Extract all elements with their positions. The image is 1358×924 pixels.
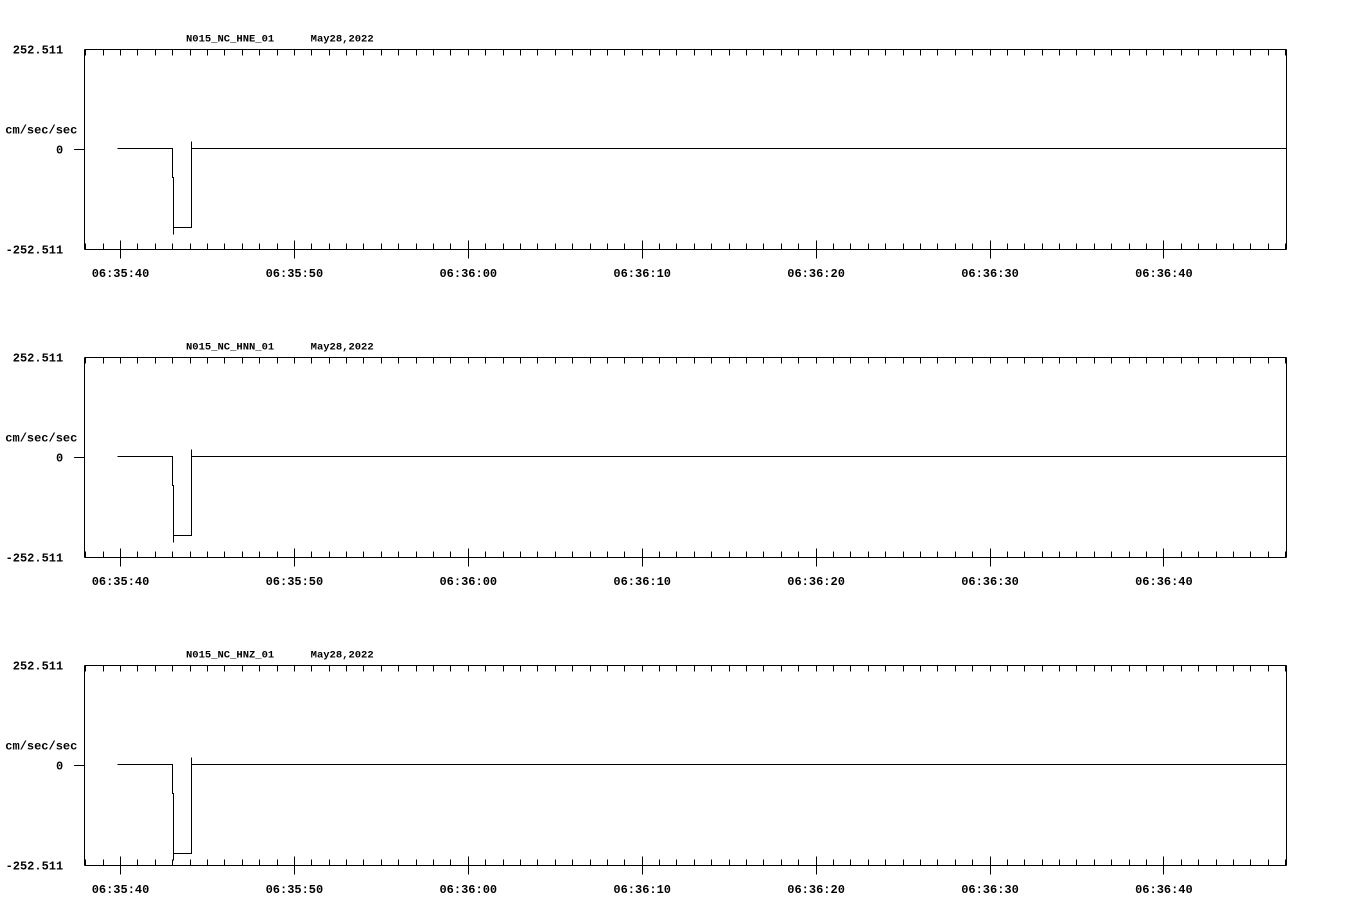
svg-text:252.511: 252.511 — [13, 352, 63, 366]
svg-text:06:36:20: 06:36:20 — [787, 883, 845, 897]
svg-text:06:36:30: 06:36:30 — [961, 575, 1019, 589]
svg-text:N015_NC_HNN_01: N015_NC_HNN_01 — [186, 342, 274, 354]
svg-text:06:36:40: 06:36:40 — [1135, 267, 1193, 281]
svg-text:06:35:40: 06:35:40 — [92, 883, 150, 897]
svg-text:N015_NC_HNZ_01: N015_NC_HNZ_01 — [186, 650, 274, 662]
svg-text:0: 0 — [56, 144, 63, 158]
svg-text:06:36:30: 06:36:30 — [961, 267, 1019, 281]
svg-text:06:36:00: 06:36:00 — [439, 267, 497, 281]
svg-text:06:36:10: 06:36:10 — [613, 575, 671, 589]
svg-text:06:36:10: 06:36:10 — [613, 267, 671, 281]
svg-text:0: 0 — [56, 452, 63, 466]
svg-text:06:36:00: 06:36:00 — [439, 575, 497, 589]
svg-text:06:35:40: 06:35:40 — [92, 267, 150, 281]
svg-text:-252.511: -252.511 — [6, 552, 64, 566]
svg-text:06:36:10: 06:36:10 — [613, 883, 671, 897]
svg-text:06:36:20: 06:36:20 — [787, 575, 845, 589]
svg-text:252.511: 252.511 — [13, 660, 63, 674]
svg-text:06:36:40: 06:36:40 — [1135, 883, 1193, 897]
svg-text:cm/sec/sec: cm/sec/sec — [5, 432, 77, 446]
svg-text:May28,2022: May28,2022 — [311, 342, 374, 354]
svg-text:-252.511: -252.511 — [6, 244, 64, 258]
svg-text:06:35:40: 06:35:40 — [92, 575, 150, 589]
svg-text:252.511: 252.511 — [13, 44, 63, 58]
svg-text:06:36:30: 06:36:30 — [961, 883, 1019, 897]
svg-text:06:36:40: 06:36:40 — [1135, 575, 1193, 589]
svg-text:cm/sec/sec: cm/sec/sec — [5, 740, 77, 754]
svg-text:May28,2022: May28,2022 — [311, 34, 374, 46]
svg-text:-252.511: -252.511 — [6, 860, 64, 874]
svg-text:0: 0 — [56, 760, 63, 774]
svg-text:06:35:50: 06:35:50 — [266, 575, 324, 589]
svg-text:May28,2022: May28,2022 — [311, 650, 374, 662]
svg-text:06:35:50: 06:35:50 — [266, 267, 324, 281]
svg-text:06:36:00: 06:36:00 — [439, 883, 497, 897]
svg-text:N015_NC_HNE_01: N015_NC_HNE_01 — [186, 34, 274, 46]
svg-text:cm/sec/sec: cm/sec/sec — [5, 124, 77, 138]
svg-text:06:35:50: 06:35:50 — [266, 883, 324, 897]
svg-text:06:36:20: 06:36:20 — [787, 267, 845, 281]
